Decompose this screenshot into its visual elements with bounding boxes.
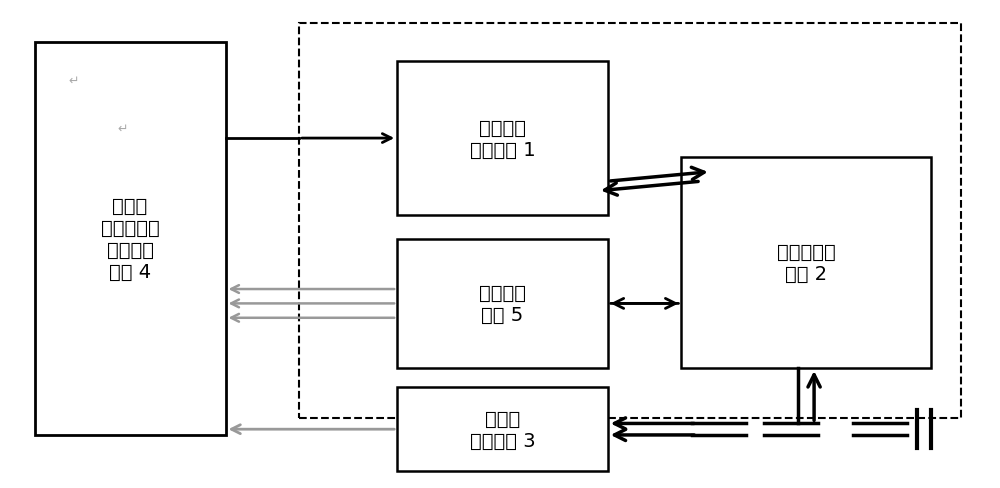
Text: 控制与计算
组件 2: 控制与计算 组件 2 <box>777 243 836 284</box>
Text: ↵: ↵ <box>117 123 128 136</box>
Bar <box>397 239 608 368</box>
Text: 待测定
平衡电阻的
全彩显示
模块 4: 待测定 平衡电阻的 全彩显示 模块 4 <box>101 197 159 282</box>
Bar <box>397 387 608 471</box>
Text: 电阻调节
装置 5: 电阻调节 装置 5 <box>479 284 526 324</box>
Bar <box>299 24 961 419</box>
Text: ↵: ↵ <box>68 75 79 88</box>
Text: 显示屏
控制系统 3: 显示屏 控制系统 3 <box>470 409 535 450</box>
Bar <box>34 43 226 435</box>
Bar <box>681 158 931 368</box>
Text: 亮度色度
测量装置 1: 亮度色度 测量装置 1 <box>470 118 535 159</box>
Bar <box>397 62 608 215</box>
